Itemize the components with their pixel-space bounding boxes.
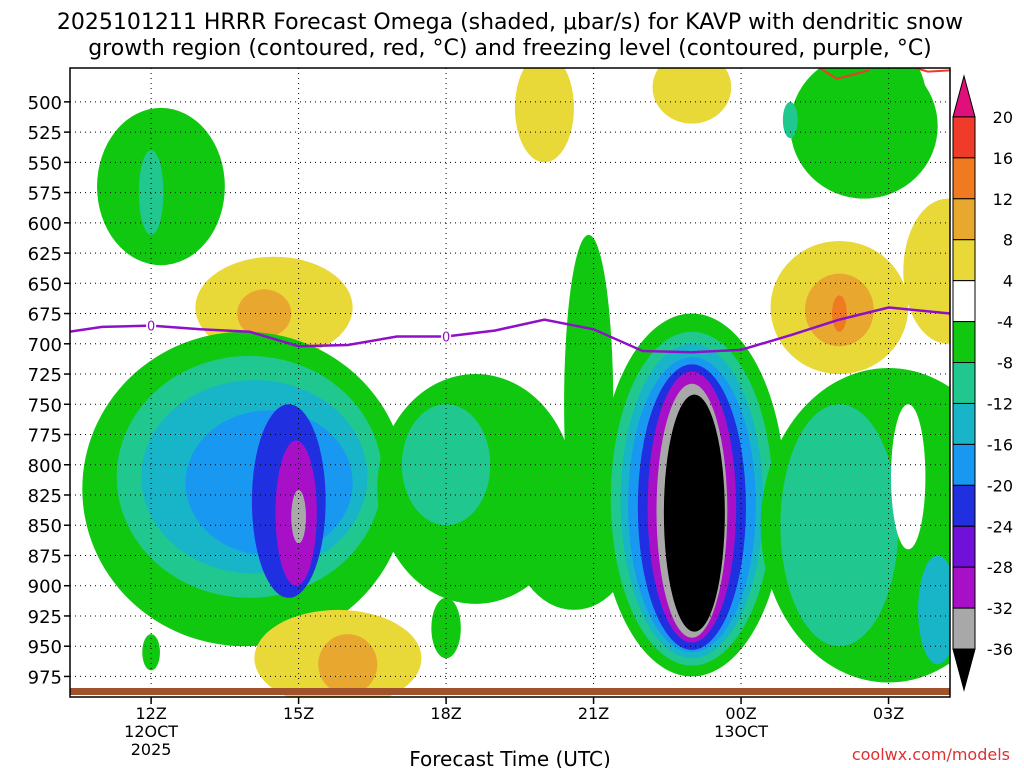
dendritic-growth-contour xyxy=(819,68,950,80)
x-tick-label-12-0: 12Z xyxy=(135,704,166,723)
watermark: coolwx.com/models xyxy=(852,745,1010,764)
colorbar-swatch-5 xyxy=(952,280,976,323)
freezing-level-label-0: 0 xyxy=(147,320,155,335)
omega-gray-left xyxy=(291,490,306,544)
y-axis: 500 525 550 575 600 625 650 675 700 725 750 775 800 8… xyxy=(28,93,70,688)
y-tick-label-975: 975 xyxy=(28,667,62,688)
colorbar-swatch-0 xyxy=(952,74,976,118)
freezing-level: 00 xyxy=(70,306,950,354)
freezing-label-bg-0 xyxy=(146,318,157,333)
y-tick-label-600: 600 xyxy=(28,214,62,235)
x-tick-label-27-0: 03Z xyxy=(873,704,904,723)
colorbar-label-3: 8 xyxy=(1003,231,1013,250)
colorbar-swatch-14 xyxy=(952,648,976,692)
chart-title: 2025101211 HRRR Forecast Omega (shaded, … xyxy=(57,10,963,61)
colorbar-swatch-3 xyxy=(952,198,976,241)
omega-teal-center-left xyxy=(401,404,491,526)
colorbar-label-9: -20 xyxy=(987,476,1013,495)
omega-orange-bottom-left xyxy=(318,634,378,695)
omega-fields xyxy=(82,68,950,697)
colorbar-label-5: -4 xyxy=(997,313,1013,332)
y-tick-label-525: 525 xyxy=(28,123,62,144)
colorbar-label-10: -24 xyxy=(987,517,1013,536)
omega-teal-right xyxy=(780,404,899,647)
colorbar-swatch-7 xyxy=(952,362,976,404)
colorbar-label-4: 4 xyxy=(1003,272,1013,291)
y-tick-label-575: 575 xyxy=(28,184,62,205)
colorbar: 20 16 12 8 4 -4 -8 -12 -16 -20 -24 -28 -32 -36 xyxy=(952,74,1013,692)
omega-orange-left xyxy=(237,289,292,338)
y-tick-label-800: 800 xyxy=(28,456,62,477)
omega-yellow-top-right xyxy=(652,68,732,124)
colorbar-swatch-8 xyxy=(952,402,976,445)
colorbar-label-1: 16 xyxy=(993,149,1013,168)
title-line-1: 2025101211 HRRR Forecast Omega (shaded, … xyxy=(57,10,963,35)
y-tick-label-625: 625 xyxy=(28,244,62,265)
freezing-level-label-1: 0 xyxy=(442,331,450,346)
omega-green-small-left xyxy=(142,634,160,671)
x-tick-label-18-0: 18Z xyxy=(430,704,461,723)
colorbar-label-13: -36 xyxy=(987,640,1013,659)
colorbar-label-8: -16 xyxy=(987,435,1013,454)
y-tick-label-650: 650 xyxy=(28,274,62,295)
omega-white-right xyxy=(891,404,926,550)
colorbar-swatch-4 xyxy=(952,239,976,282)
x-tick-label-15-0: 15Z xyxy=(283,704,314,723)
y-tick-label-675: 675 xyxy=(28,305,62,326)
x-tick-label-24-1: 13OCT xyxy=(714,722,768,741)
omega-yellow-far-right xyxy=(903,198,950,344)
freezing-level-line xyxy=(70,306,950,354)
dgz-contour-2 xyxy=(915,68,950,73)
omega-yellow-top-center xyxy=(514,68,574,163)
omega-teal-top-left xyxy=(138,150,164,235)
colorbar-label-0: 20 xyxy=(993,108,1013,127)
grid-lines xyxy=(70,68,950,697)
y-tick-label-750: 750 xyxy=(28,395,62,416)
omega-red-right xyxy=(832,295,847,332)
x-tick-label-24-0: 00Z xyxy=(725,704,756,723)
y-tick-label-550: 550 xyxy=(28,153,62,174)
y-tick-label-950: 950 xyxy=(28,637,62,658)
y-tick-label-725: 725 xyxy=(28,365,62,386)
x-axis-title: Forecast Time (UTC) xyxy=(409,747,611,768)
colorbar-label-7: -12 xyxy=(987,394,1013,413)
title-line-2: growth region (contoured, red, °C) and f… xyxy=(88,36,932,61)
colorbar-label-11: -28 xyxy=(987,558,1013,577)
x-tick-label-21-0: 21Z xyxy=(578,704,609,723)
y-tick-label-500: 500 xyxy=(28,93,62,114)
omega-black-main xyxy=(663,394,725,632)
dgz-contour-1 xyxy=(819,68,870,80)
y-tick-label-825: 825 xyxy=(28,486,62,507)
colorbar-label-2: 12 xyxy=(993,190,1013,209)
colorbar-swatch-6 xyxy=(952,321,976,364)
colorbar-label-12: -32 xyxy=(987,599,1013,618)
colorbar-swatch-2 xyxy=(952,157,976,200)
plot-frame xyxy=(69,67,951,698)
colorbar-swatch-1 xyxy=(952,116,976,159)
ground-bar xyxy=(70,688,950,695)
omega-green-far-top-right xyxy=(888,68,928,169)
x-tick-label-12-2: 2025 xyxy=(131,740,172,759)
freezing-label-bg-1 xyxy=(441,329,452,344)
omega-cyan-right xyxy=(918,555,950,665)
colorbar-swatch-12 xyxy=(952,566,976,609)
colorbar-swatch-9 xyxy=(952,443,976,486)
colorbar-swatch-11 xyxy=(952,525,976,568)
colorbar-swatch-10 xyxy=(952,484,976,527)
omega-teal-top-right xyxy=(782,101,798,139)
y-tick-label-900: 900 xyxy=(28,577,62,598)
y-tick-label-850: 850 xyxy=(28,516,62,537)
colorbar-label-6: -8 xyxy=(997,354,1013,373)
x-tick-label-12-1: 12OCT xyxy=(124,722,178,741)
y-tick-label-875: 875 xyxy=(28,546,62,567)
colorbar-swatch-13 xyxy=(952,607,976,650)
y-tick-label-775: 775 xyxy=(28,426,62,447)
y-tick-label-700: 700 xyxy=(28,335,62,356)
y-tick-label-925: 925 xyxy=(28,607,62,628)
